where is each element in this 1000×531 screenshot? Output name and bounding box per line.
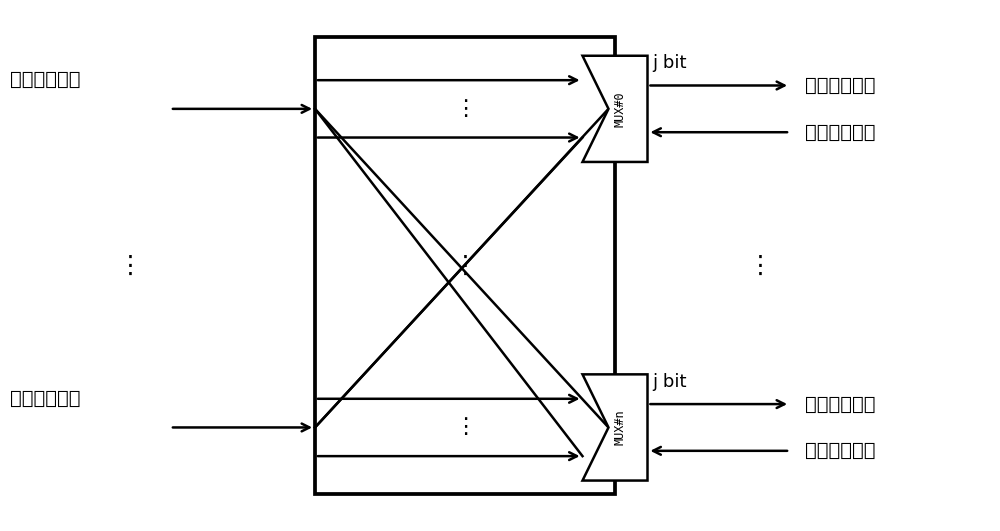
Polygon shape [582, 56, 648, 162]
Text: 控制逻辑模块: 控制逻辑模块 [805, 441, 876, 460]
Text: 控制逻辑模块: 控制逻辑模块 [805, 123, 876, 142]
Text: ⋮: ⋮ [118, 253, 143, 278]
Text: 输出存储模块: 输出存储模块 [805, 395, 876, 414]
Text: ⋮: ⋮ [454, 99, 476, 119]
Text: MUX#0: MUX#0 [614, 91, 626, 127]
Text: j bit: j bit [652, 373, 687, 391]
Text: j bit: j bit [652, 54, 687, 72]
Text: ⋮: ⋮ [452, 253, 478, 278]
Text: ⋮: ⋮ [748, 253, 772, 278]
Text: 输入存储模块: 输入存储模块 [10, 389, 80, 408]
Text: MUX#n: MUX#n [614, 409, 626, 446]
Bar [315, 37, 615, 494]
Text: 输入存储模块: 输入存储模块 [10, 70, 80, 89]
Text: ⋮: ⋮ [454, 417, 476, 438]
Text: 输出存储模块: 输出存储模块 [805, 76, 876, 95]
Polygon shape [582, 374, 648, 481]
